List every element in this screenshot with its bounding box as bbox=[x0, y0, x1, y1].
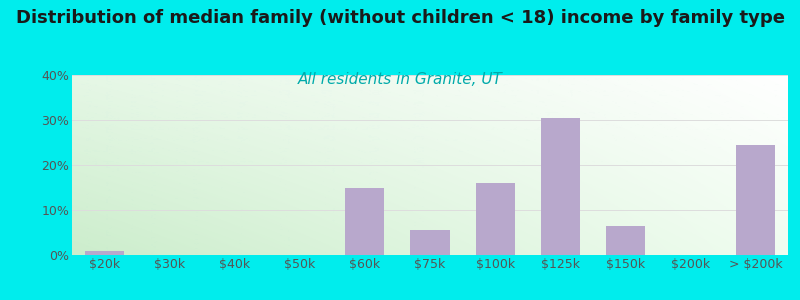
Bar bbox=[410, 230, 450, 255]
Bar bbox=[606, 226, 645, 255]
Text: Distribution of median family (without children < 18) income by family type: Distribution of median family (without c… bbox=[15, 9, 785, 27]
Bar bbox=[736, 145, 775, 255]
Bar bbox=[541, 118, 580, 255]
Bar bbox=[346, 188, 385, 255]
Bar bbox=[475, 183, 514, 255]
Bar bbox=[85, 250, 124, 255]
Text: All residents in Granite, UT: All residents in Granite, UT bbox=[298, 72, 502, 87]
